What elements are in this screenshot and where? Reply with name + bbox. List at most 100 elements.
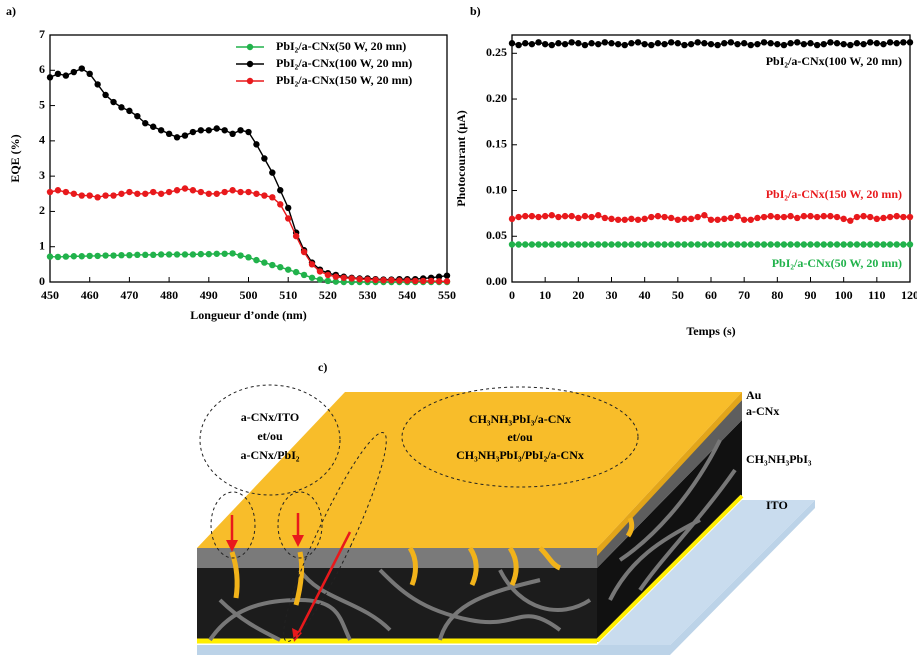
data-point	[54, 187, 62, 194]
data-point	[181, 251, 189, 258]
data-point	[867, 213, 874, 221]
data-point	[701, 212, 708, 219]
data-point	[568, 212, 575, 220]
data-point	[886, 241, 894, 248]
data-point	[316, 276, 324, 283]
data-point	[847, 241, 854, 248]
bubble-text: a-CNx/PbI₂	[241, 448, 300, 462]
data-point	[880, 214, 887, 222]
data-point	[774, 241, 781, 248]
data-point	[614, 241, 622, 248]
y-tick-label: 1	[39, 238, 45, 252]
data-point	[189, 187, 197, 194]
y-tick-label: 0.05	[486, 228, 507, 242]
data-point	[269, 261, 276, 269]
data-point	[528, 40, 536, 48]
data-point	[668, 214, 675, 222]
data-point	[261, 155, 268, 162]
data-point	[860, 40, 867, 48]
data-point	[760, 39, 768, 46]
data-point	[173, 251, 181, 258]
data-point	[46, 188, 54, 196]
series-line	[49, 67, 448, 281]
data-point	[541, 212, 549, 220]
x-tick-label: 480	[160, 288, 178, 302]
data-point	[205, 250, 212, 258]
data-point	[348, 275, 355, 282]
bubble-text: CH₃NH₃PbI₃/a-CNx	[469, 412, 571, 426]
data-point	[621, 241, 628, 248]
data-point	[820, 241, 827, 248]
layer-label: CH₃NH₃PbI₃	[746, 452, 812, 466]
data-point	[807, 212, 814, 220]
x-tick-label: 490	[200, 288, 218, 302]
data-point	[621, 216, 628, 223]
data-point	[767, 212, 774, 220]
series-label: PbI₂/a-CNx(100 W, 20 mn)	[766, 54, 902, 68]
data-point	[94, 194, 101, 201]
data-point	[535, 213, 542, 221]
data-point	[860, 212, 867, 220]
data-point	[150, 123, 157, 130]
data-point	[229, 250, 236, 257]
x-tick-label: 40	[639, 288, 651, 302]
data-point	[681, 41, 688, 49]
data-point	[277, 201, 284, 208]
data-point	[827, 241, 834, 248]
panel-label: c)	[318, 360, 327, 374]
data-point	[142, 190, 149, 197]
data-point	[412, 277, 419, 285]
x-tick-label: 60	[705, 288, 717, 302]
data-point	[813, 41, 821, 49]
data-point	[277, 263, 284, 271]
data-point	[269, 169, 276, 176]
data-point	[641, 241, 648, 248]
layer-label: ITO	[766, 498, 788, 512]
data-point	[404, 277, 411, 284]
data-point	[134, 251, 141, 259]
data-point	[300, 271, 308, 279]
data-point	[70, 68, 78, 76]
data-point	[173, 134, 181, 141]
data-point	[674, 241, 682, 248]
data-point	[628, 40, 635, 47]
data-point	[285, 215, 292, 222]
series-line	[49, 187, 447, 282]
data-point	[364, 276, 371, 283]
x-tick-label: 30	[606, 288, 618, 302]
x-tick-label: 20	[572, 288, 584, 302]
data-point	[800, 241, 808, 248]
data-point	[568, 39, 575, 46]
data-point	[754, 241, 761, 248]
data-point	[221, 250, 228, 257]
acnx-front	[197, 548, 597, 568]
data-point	[853, 213, 861, 221]
data-point	[747, 241, 754, 248]
data-point	[126, 251, 133, 259]
data-point	[561, 241, 569, 248]
data-point	[727, 241, 735, 248]
y-axis-label: Photocourant (µA)	[454, 110, 468, 207]
data-point	[102, 252, 109, 259]
data-point	[118, 104, 125, 111]
data-point	[654, 212, 662, 220]
legend-marker	[246, 77, 254, 85]
data-point	[575, 40, 582, 47]
data-point	[118, 251, 125, 259]
data-point	[150, 251, 157, 259]
data-point	[588, 241, 595, 248]
data-point	[150, 188, 157, 196]
data-point	[754, 214, 761, 222]
data-point	[674, 216, 682, 223]
data-point	[213, 250, 220, 257]
data-point	[880, 40, 887, 48]
layer-label: a-CNx	[746, 404, 779, 418]
data-point	[900, 241, 907, 248]
au-top	[197, 392, 742, 548]
data-point	[787, 241, 794, 248]
data-point	[253, 190, 260, 197]
data-point	[661, 40, 668, 48]
data-point	[435, 273, 443, 280]
data-point	[165, 188, 173, 196]
data-point	[873, 241, 881, 248]
